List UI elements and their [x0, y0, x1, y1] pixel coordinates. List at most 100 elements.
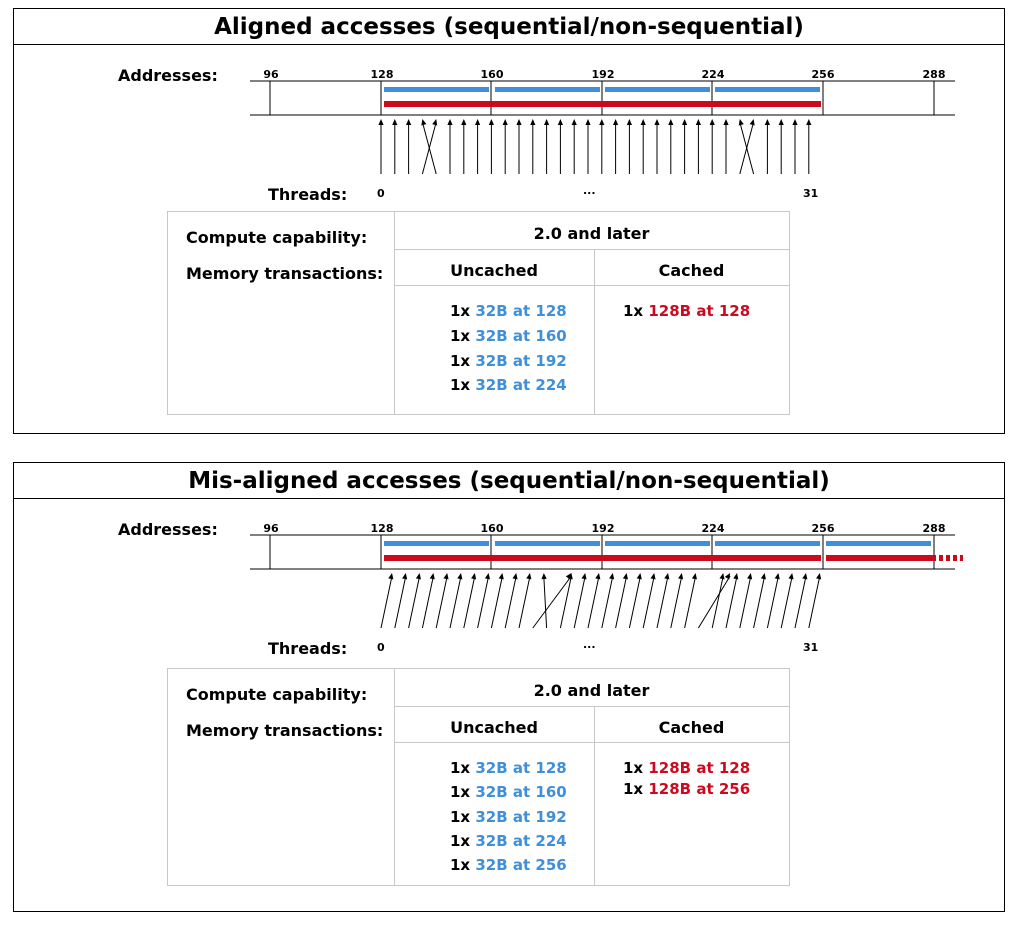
thread-arrowhead: [664, 573, 670, 580]
thread-arrowhead: [709, 119, 715, 125]
thread-arrowhead: [668, 119, 674, 125]
thread-arrowhead: [471, 573, 477, 580]
cached-line-continuation: [960, 555, 963, 561]
thread-arrow: [543, 575, 548, 629]
thread-arrowhead: [778, 119, 784, 125]
thread-arrowhead: [526, 573, 532, 580]
panel-title: Mis-aligned accesses (sequential/non-seq…: [14, 463, 1004, 499]
thread-arrowhead: [502, 119, 508, 125]
cached-header: Cached: [658, 718, 725, 737]
threads-label: Threads:: [268, 639, 348, 658]
thread-arrow: [753, 575, 766, 629]
thread-arrowhead: [760, 573, 766, 580]
segment-224: [715, 541, 820, 546]
thread-arrow: [573, 575, 586, 629]
thread-arrowhead: [571, 119, 577, 125]
thread-arrow: [408, 575, 421, 629]
thread-arrow: [615, 575, 628, 629]
misaligned-access-panel: Mis-aligned accesses (sequential/non-seq…: [13, 462, 1005, 912]
thread-arrowhead: [636, 573, 642, 580]
cached-header: Cached: [658, 261, 725, 280]
memory-transactions-label: Memory transactions:: [186, 721, 384, 740]
compute-capability-value: 2.0 and later: [533, 224, 650, 243]
compute-table: Compute capability: Memory transactions:…: [167, 211, 790, 415]
uncached-transaction: 1x 32B at 128: [450, 759, 567, 777]
thread-arrowhead: [415, 573, 421, 580]
thread-arrowhead: [749, 119, 755, 126]
address-tick-224: 224: [701, 68, 725, 81]
thread-first: 0: [377, 641, 385, 654]
thread-arrowhead: [388, 573, 394, 580]
uncached-header: Uncached: [450, 261, 538, 280]
segment-256: [826, 541, 931, 546]
cached-line-128: [384, 101, 821, 107]
thread-arrow: [504, 575, 517, 629]
thread-arrow: [739, 121, 755, 175]
thread-arrowhead: [498, 573, 504, 580]
thread-arrowhead: [806, 119, 812, 125]
compute-capability-label: Compute capability:: [186, 228, 368, 247]
compute-table: Compute capability: Memory transactions:…: [167, 668, 790, 886]
address-tick-96: 96: [263, 522, 279, 535]
cached-line-continuation: [939, 555, 943, 561]
thread-arrowhead: [595, 573, 601, 580]
thread-arrow: [808, 575, 821, 629]
thread-arrowhead: [475, 119, 481, 125]
thread-arrowhead: [461, 119, 467, 125]
segment-224: [715, 87, 820, 92]
uncached-transaction: 1x 32B at 160: [450, 783, 567, 801]
panel-title: Aligned accesses (sequential/non-sequent…: [14, 9, 1004, 45]
thread-arrowhead: [723, 119, 729, 125]
thread-arrowhead: [640, 119, 646, 125]
thread-arrowhead: [816, 573, 822, 580]
thread-arrow: [670, 575, 683, 629]
thread-arrow: [739, 575, 752, 629]
address-tick-96: 96: [263, 68, 279, 81]
thread-arrow: [532, 575, 572, 629]
thread-arrowhead: [733, 573, 739, 580]
memory-diagram: [250, 534, 963, 629]
address-tick-128: 128: [370, 68, 394, 81]
address-tick-256: 256: [811, 522, 835, 535]
thread-arrow: [449, 575, 462, 629]
address-tick-192: 192: [591, 68, 615, 81]
address-tick-256: 256: [811, 68, 835, 81]
thread-arrow: [642, 575, 655, 629]
thread-arrow: [394, 575, 407, 629]
address-tick-160: 160: [480, 68, 504, 81]
thread-arrowhead: [626, 119, 632, 125]
thread-arrow: [684, 575, 697, 629]
uncached-transaction: 1x 32B at 192: [450, 352, 567, 370]
thread-arrowhead: [650, 573, 656, 580]
address-tick-224: 224: [701, 522, 725, 535]
compute-capability-value: 2.0 and later: [533, 681, 650, 700]
cached-line-continuation: [953, 555, 957, 561]
thread-arrow: [725, 575, 738, 629]
thread-arrowhead: [402, 573, 408, 580]
thread-arrow: [559, 575, 572, 629]
segment-192: [605, 87, 710, 92]
uncached-segments: [384, 87, 820, 92]
thread-arrowhead: [544, 119, 550, 125]
thread-arrowhead: [484, 573, 490, 580]
segment-128: [384, 87, 489, 92]
threads-label: Threads:: [268, 185, 348, 204]
cached-line-256: [826, 555, 936, 561]
thread-arrowhead: [392, 119, 398, 125]
cached-transaction: 1x 128B at 128: [623, 302, 751, 320]
thread-arrow: [766, 575, 779, 629]
thread-arrowhead: [447, 119, 453, 125]
thread-arrowhead: [378, 119, 384, 125]
thread-arrow: [711, 575, 724, 629]
cached-transaction: 1x 128B at 128: [623, 759, 751, 777]
memory-bar: [250, 80, 955, 116]
thread-arrowhead: [516, 119, 522, 125]
thread-arrowhead: [432, 119, 438, 126]
thread-arrowhead: [695, 119, 701, 125]
uncached-transaction: 1x 32B at 224: [450, 832, 567, 850]
thread-arrowhead: [585, 119, 591, 125]
addresses-label: Addresses:: [118, 66, 218, 85]
thread-arrow: [780, 575, 793, 629]
thread-arrowhead: [724, 573, 731, 580]
thread-arrowhead: [429, 573, 435, 580]
